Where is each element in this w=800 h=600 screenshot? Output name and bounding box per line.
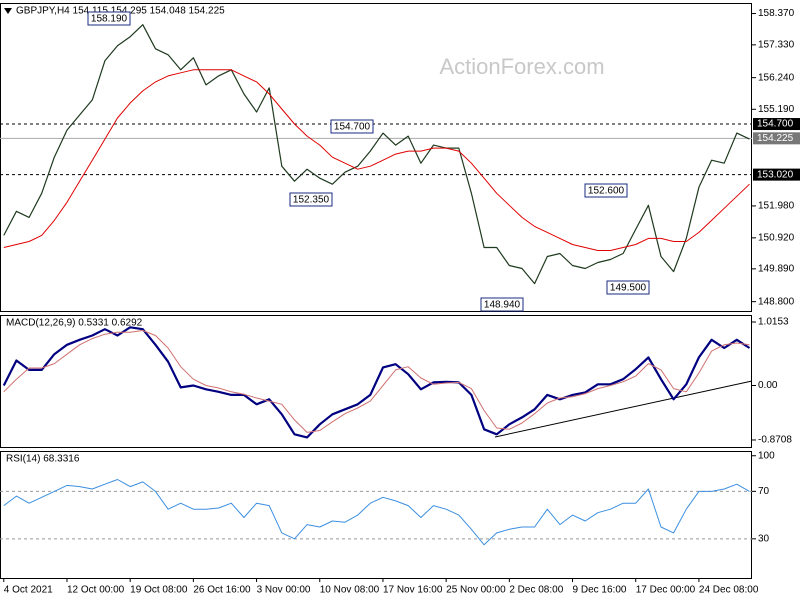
y-tick-label: 30 (758, 533, 770, 544)
x-tick-label: 9 Dec 16:00 (573, 585, 627, 596)
y-tick-label: 156.240 (758, 72, 795, 83)
y-tick-label: 157.330 (758, 39, 795, 50)
series-line (3, 330, 750, 433)
x-tick-label: 17 Dec 00:00 (636, 585, 696, 596)
annotation: 152.350 (293, 195, 330, 206)
x-tick-label: 3 Nov 00:00 (257, 585, 311, 596)
series-line (3, 479, 750, 546)
x-tick-label: 4 Oct 2021 (4, 585, 53, 596)
panel-frame (0, 451, 752, 579)
x-tick-label: 10 Nov 08:00 (320, 585, 380, 596)
annotation-box (584, 183, 628, 198)
level-label-box (753, 132, 800, 145)
x-tick-label: 25 Nov 00:00 (446, 585, 506, 596)
level-label: 153.020 (757, 169, 794, 180)
series-line (3, 69, 750, 251)
panel-title: MACD(12,26,9) 0.5331 0.6292 (6, 318, 143, 329)
y-tick-label: 70 (758, 486, 770, 497)
annotation-box (330, 119, 374, 134)
y-tick-label: 148.800 (758, 296, 795, 307)
y-tick-label: 1.0153 (758, 317, 789, 328)
series-line (2, 326, 751, 439)
panel-title: GBPJPY,H4 154.115 154.295 154.048 154.22… (16, 6, 225, 17)
panel-title: RSI(14) 68.3316 (6, 454, 80, 465)
panel-frame (0, 315, 752, 448)
annotation-box (289, 192, 333, 207)
y-tick-label: 0.00 (758, 380, 778, 391)
y-tick-label: 100 (758, 450, 775, 461)
x-tick-label: 24 Dec 08:00 (699, 585, 759, 596)
series-line (3, 24, 750, 285)
level-label: 154.700 (757, 119, 794, 130)
level-label-box (753, 168, 800, 181)
y-tick-label: 150.920 (758, 232, 795, 243)
annotations: 158.190 154.700 152.350 148.940 152.600 … (87, 11, 650, 312)
plot (0, 479, 752, 546)
x-tick-label: 19 Oct 08:00 (130, 585, 188, 596)
annotation: 158.190 (91, 14, 128, 25)
x-tick-label: 17 Nov 16:00 (383, 585, 443, 596)
trend-line (494, 380, 753, 438)
y-tick-label: 158.370 (758, 8, 795, 19)
annotation: 148.940 (484, 300, 521, 311)
annotation-box (480, 297, 524, 312)
annotation-box (606, 280, 650, 295)
annotation: 154.700 (334, 122, 371, 133)
plot (2, 326, 751, 439)
level-label: 154.225 (757, 133, 794, 144)
watermark: ActionForex.com (439, 54, 604, 79)
y-tick-label: 155.190 (758, 104, 795, 115)
x-tick-label: 2 Dec 08:00 (509, 585, 563, 596)
panel-frame (0, 3, 752, 312)
y-tick-label: 149.890 (758, 263, 795, 274)
x-tick-label: 26 Oct 16:00 (193, 585, 251, 596)
annotation-box (87, 11, 131, 26)
y-tick-label: -0.8708 (758, 435, 792, 446)
annotation: 149.500 (610, 283, 647, 294)
symbol-icon (4, 8, 12, 14)
plot (0, 24, 752, 285)
level-label-box (753, 118, 800, 131)
x-tick-label: 12 Oct 00:00 (67, 585, 125, 596)
annotation: 152.600 (588, 186, 625, 197)
y-tick-label: 151.980 (758, 201, 795, 212)
